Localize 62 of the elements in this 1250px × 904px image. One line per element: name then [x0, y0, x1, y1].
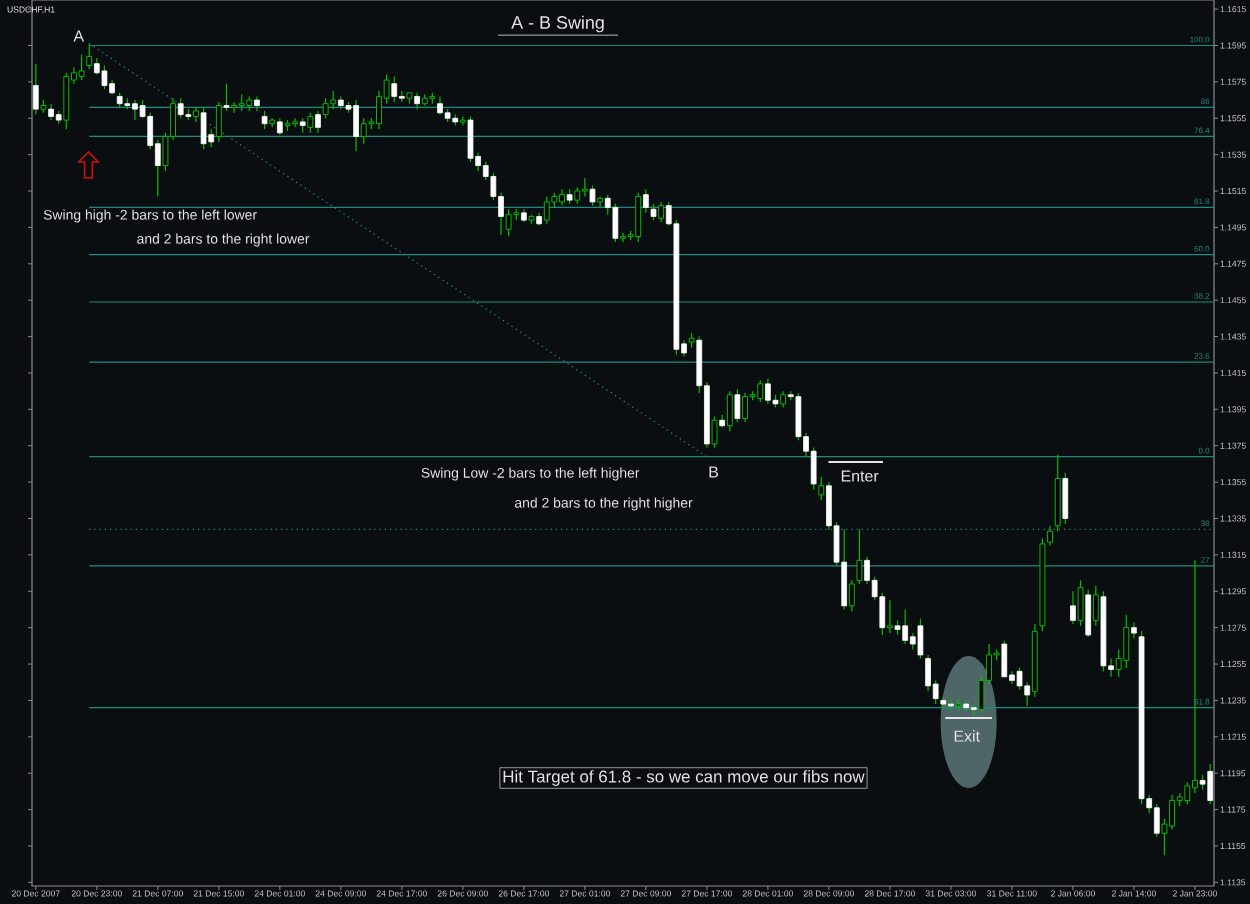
- candlestick: [1070, 590, 1076, 625]
- candlestick: [1016, 667, 1023, 691]
- candlestick: [32, 63, 39, 116]
- candlestick: [818, 476, 825, 501]
- candlestick: [1085, 588, 1092, 638]
- candlestick: [399, 90, 405, 103]
- candlestick: [86, 43, 93, 70]
- candlestick: [658, 201, 665, 223]
- candlestick: [353, 99, 359, 152]
- candlestick: [315, 110, 321, 134]
- candlestick: [726, 390, 733, 432]
- candlestick: [1192, 559, 1198, 794]
- candlestick: [1054, 454, 1061, 532]
- candlestick: [1169, 794, 1176, 831]
- candlestick: [886, 599, 893, 634]
- candlestick: [101, 64, 108, 90]
- candlestick: [459, 115, 466, 127]
- candlestick: [1092, 585, 1099, 627]
- candlestick: [63, 72, 70, 130]
- candlestick: [597, 195, 604, 208]
- candlestick: [437, 95, 443, 116]
- candlestick: [1062, 472, 1069, 525]
- candlestick: [1123, 614, 1130, 669]
- candlestick: [1153, 803, 1160, 838]
- candlestick: [711, 416, 718, 449]
- candlestick: [292, 117, 299, 128]
- candlestick: [620, 232, 626, 243]
- annotation: Hit Target of 61.8 - so we can move our fibs now: [503, 770, 865, 786]
- candlestick: [78, 53, 85, 81]
- candlestick: [635, 192, 642, 243]
- candlestick: [734, 388, 741, 423]
- candlestick: [589, 184, 596, 207]
- candlestick: [1077, 579, 1084, 627]
- candlestick: [467, 115, 474, 163]
- candlestick: [841, 528, 847, 611]
- candlestick: [1001, 639, 1008, 678]
- candlestick: [193, 106, 199, 123]
- text: A - B Swing: [511, 15, 604, 33]
- candlestick: [948, 698, 954, 711]
- candlestick: [360, 117, 367, 145]
- candlestick: [200, 106, 207, 150]
- candlestick: [215, 101, 222, 143]
- candlestick: [231, 101, 238, 114]
- candlestick: [254, 95, 260, 112]
- candlestick: [757, 379, 764, 403]
- candlestick: [505, 208, 512, 238]
- candlestick: [581, 177, 588, 198]
- candlestick: [261, 110, 268, 130]
- candlestick: [1207, 763, 1214, 805]
- candlestick: [742, 392, 748, 423]
- candlestick: [330, 90, 337, 110]
- candlestick: [902, 608, 909, 645]
- candlestick: [848, 579, 855, 612]
- candlestick: [765, 377, 771, 405]
- candlestick: [612, 203, 619, 243]
- candlestick: [132, 99, 138, 121]
- candlestick: [1184, 781, 1191, 805]
- candlestick: [307, 112, 314, 134]
- candlestick: [391, 75, 398, 103]
- candlestick: [543, 195, 550, 225]
- candlestick: [322, 97, 329, 119]
- candlestick: [856, 528, 863, 585]
